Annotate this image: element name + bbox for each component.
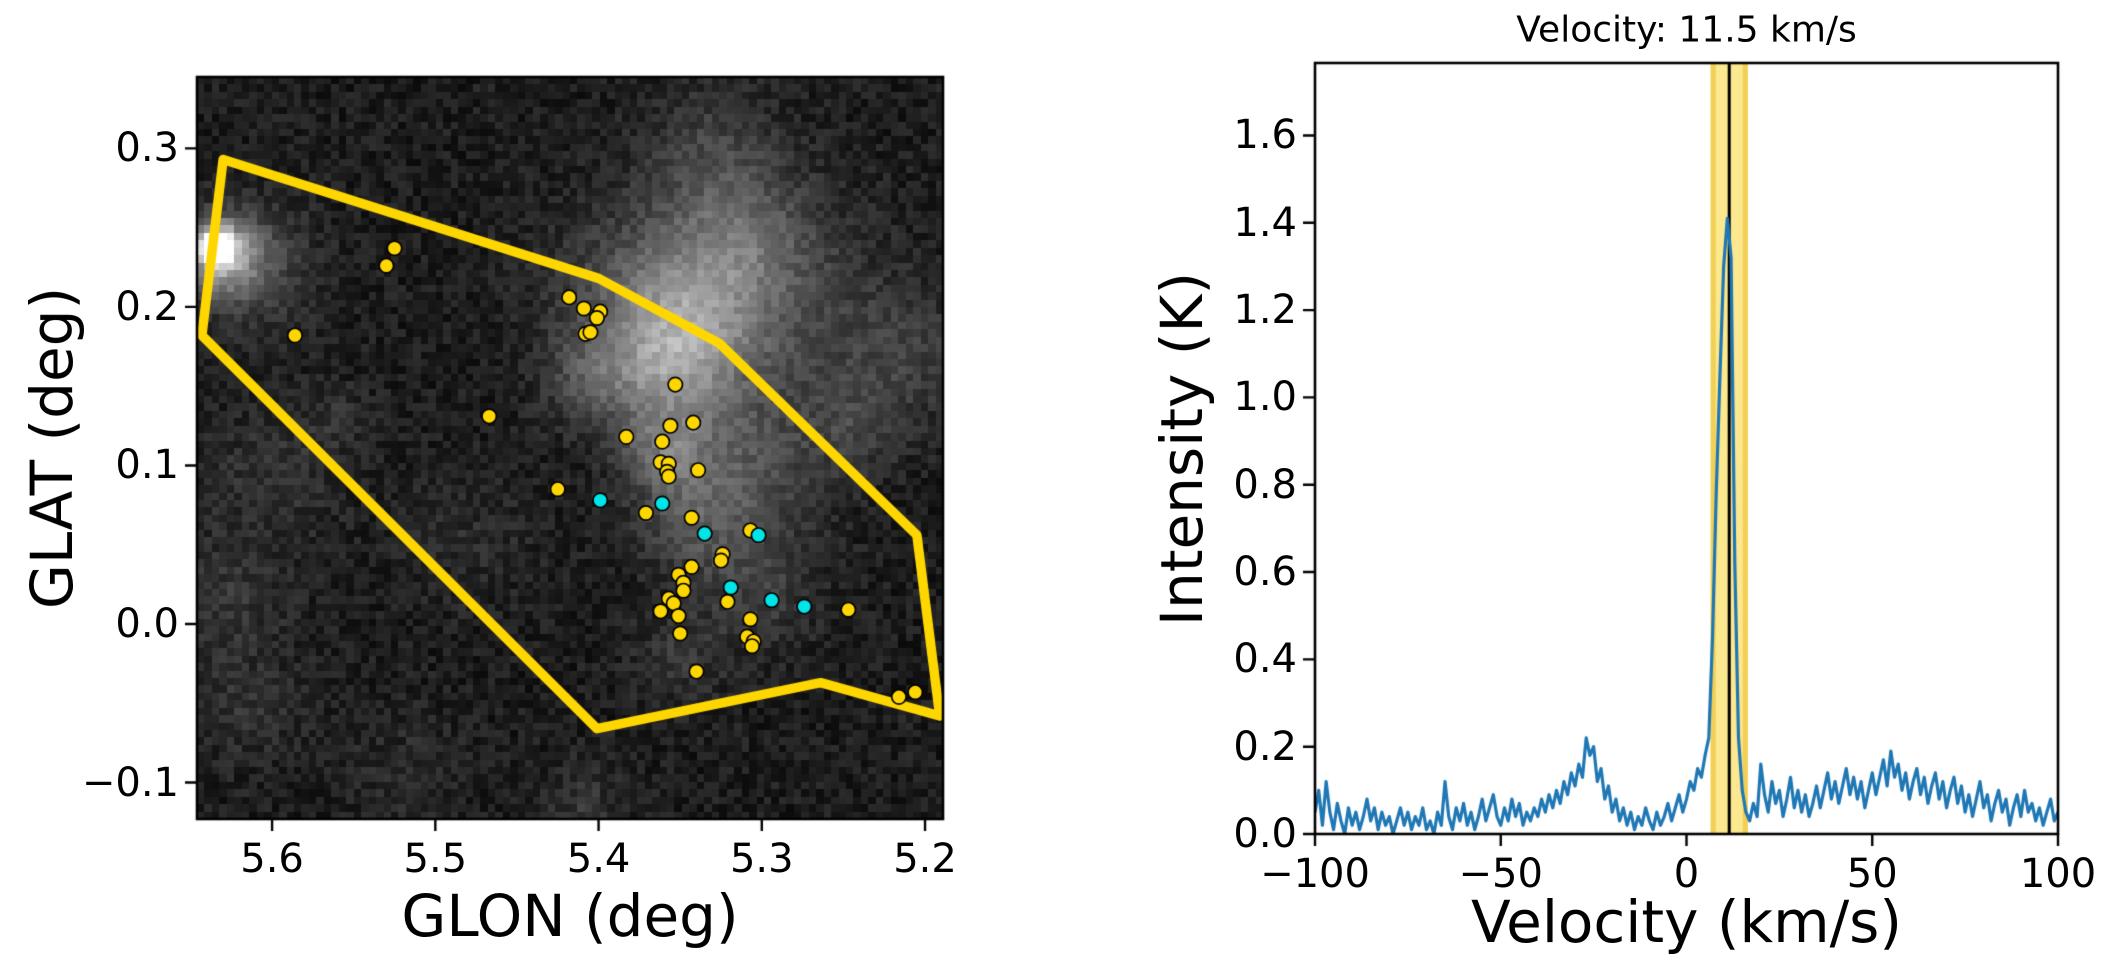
map-x-axis-label: GLON (deg) <box>401 882 739 950</box>
spectrum-x-tick-label: 100 <box>2019 851 2097 897</box>
map-y-tick-label: 0.0 <box>115 600 179 647</box>
spectrum-x-tick-label: 0 <box>1673 851 1700 897</box>
spectrum-x-tick-label: −50 <box>1458 851 1543 897</box>
spectrum-title: Velocity: 11.5 km/s <box>1516 9 1857 51</box>
spectrum-y-tick-label: 0.6 <box>1233 549 1297 596</box>
map-y-tick-label: 0.3 <box>115 125 179 172</box>
map-y-tick-label: 0.2 <box>115 283 179 330</box>
map-x-tick-label: 5.3 <box>729 836 794 882</box>
map-x-tick-label: 5.5 <box>403 836 468 882</box>
spectrum-y-tick-label: 0.8 <box>1233 461 1297 508</box>
spectrum-y-tick-label: 0.4 <box>1233 636 1297 683</box>
spectrum-y-axis-label: Intensity (K) <box>1148 271 1216 626</box>
map-x-tick-label: 5.4 <box>566 836 631 882</box>
map-y-tick-label: 0.1 <box>115 442 179 489</box>
map-x-tick-label: 5.6 <box>240 836 304 882</box>
map-x-tick-label: 5.2 <box>893 836 957 882</box>
spectrum-x-axis-label: Velocity (km/s) <box>1470 888 1903 956</box>
map-y-axis-label: GLAT (deg) <box>18 286 86 610</box>
spectrum-y-tick-label: 1.2 <box>1233 287 1297 334</box>
spectrum-y-tick-label: 1.6 <box>1233 112 1297 159</box>
spectrum-y-tick-label: 1.4 <box>1233 199 1297 246</box>
spectrum-y-tick-label: 0.2 <box>1233 723 1297 770</box>
spectrum-y-tick-label: 1.0 <box>1233 374 1297 421</box>
spectrum-x-tick-label: 50 <box>1846 851 1898 897</box>
map-y-tick-label: −0.1 <box>81 759 179 806</box>
spectrum-x-tick-label: −100 <box>1260 851 1370 897</box>
spectrum-y-tick-label: 0.0 <box>1233 811 1297 857</box>
